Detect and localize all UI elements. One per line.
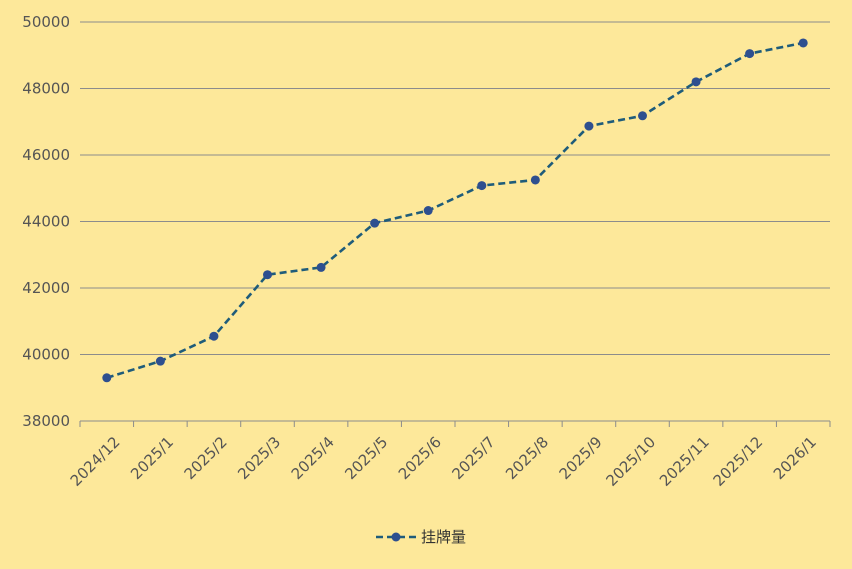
x-tick-label: 2025/4 xyxy=(288,433,338,483)
legend: 挂牌量 xyxy=(376,528,466,546)
data-point xyxy=(209,331,219,341)
x-tick-label: 2025/1 xyxy=(127,433,177,483)
x-tick-label: 2024/12 xyxy=(67,433,124,490)
data-point xyxy=(691,77,701,87)
y-tick-label: 40000 xyxy=(22,346,70,364)
y-tick-label: 38000 xyxy=(22,412,70,430)
x-tick-label: 2026/1 xyxy=(770,433,820,483)
data-point xyxy=(102,373,112,383)
x-tick-label: 2025/6 xyxy=(395,433,445,483)
x-tick-label: 2025/3 xyxy=(234,433,284,483)
gridlines xyxy=(80,21,830,422)
legend-label: 挂牌量 xyxy=(421,528,466,546)
x-tick-label: 2025/10 xyxy=(602,433,659,490)
data-point xyxy=(155,356,165,366)
data-point xyxy=(530,175,540,185)
data-point xyxy=(423,206,433,216)
y-tick-label: 50000 xyxy=(22,13,70,31)
x-tick-label: 2025/12 xyxy=(710,433,767,490)
y-tick-label: 44000 xyxy=(22,213,70,231)
x-tick-label: 2025/11 xyxy=(656,433,713,490)
data-point xyxy=(638,111,647,121)
data-point xyxy=(263,270,272,280)
legend-marker xyxy=(391,532,401,542)
x-tick-label: 2025/5 xyxy=(341,433,391,483)
series-line xyxy=(106,41,804,380)
data-point xyxy=(316,262,326,272)
y-tick-label: 48000 xyxy=(22,80,70,98)
data-point xyxy=(745,49,755,59)
data-point xyxy=(370,218,380,228)
series xyxy=(102,38,808,383)
y-tick-label: 46000 xyxy=(22,146,70,164)
x-tick-label: 2025/9 xyxy=(556,433,606,483)
x-tick-label: 2025/7 xyxy=(448,433,498,483)
axes: 38000 40000 42000 44000 46000 48000 50000 2024/… xyxy=(22,13,831,490)
x-tick-label: 2025/8 xyxy=(502,433,552,483)
data-point xyxy=(584,121,594,131)
data-point xyxy=(798,38,808,48)
data-point xyxy=(477,181,487,191)
x-tick-label: 2025/2 xyxy=(181,433,231,483)
y-tick-label: 42000 xyxy=(22,279,70,297)
